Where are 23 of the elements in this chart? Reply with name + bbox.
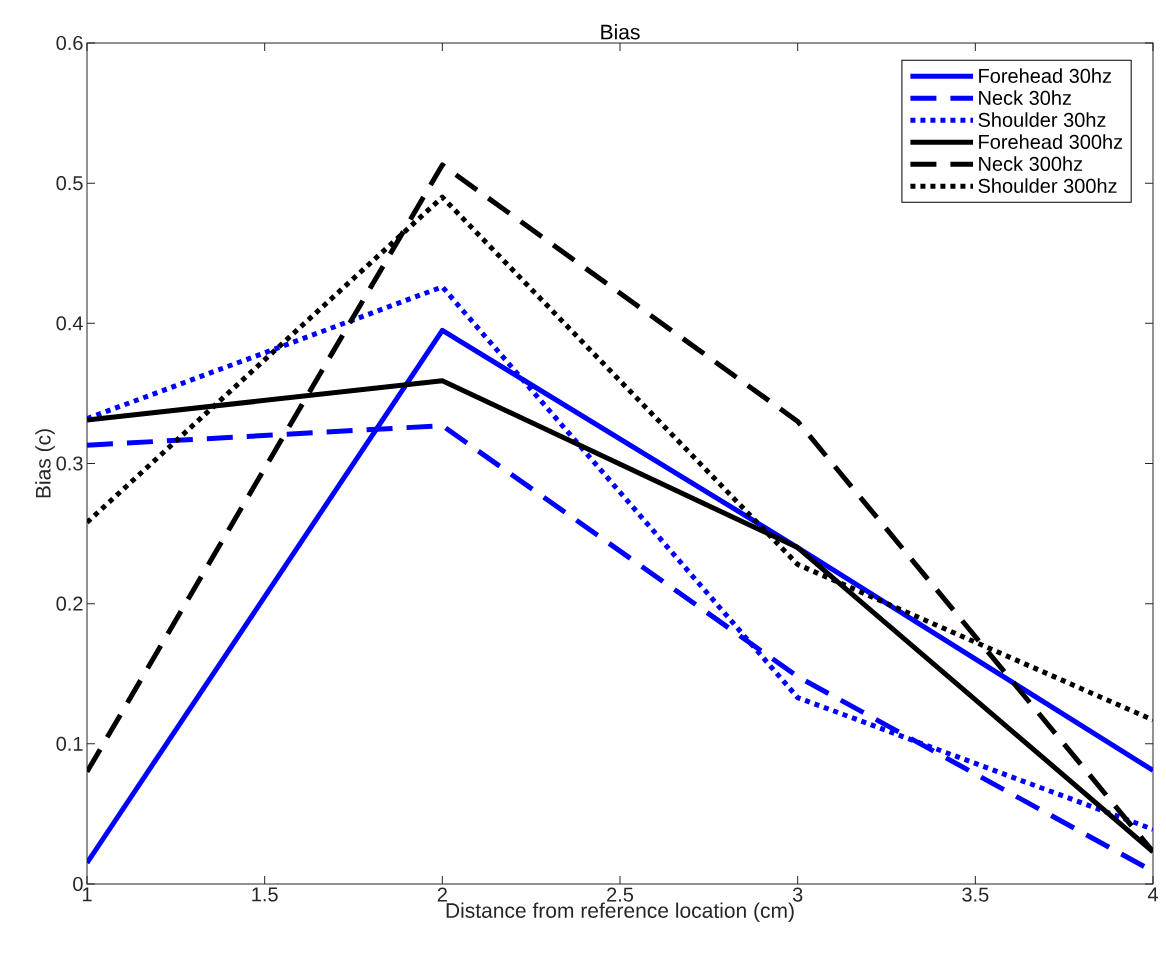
y-tick-label: 0.6 bbox=[56, 35, 83, 51]
legend-label: Forehead 30hz bbox=[979, 68, 1112, 83]
legend-label: Shoulder 300hz bbox=[978, 178, 1117, 193]
y-tick-label: 0.3 bbox=[56, 456, 83, 471]
y-tick-label: 0.4 bbox=[56, 316, 83, 331]
x-tick-label: 4 bbox=[1147, 887, 1158, 902]
y-tick-label: 0.2 bbox=[56, 596, 83, 611]
legend-label: Neck 30hz bbox=[979, 90, 1071, 105]
chart-title: Bias bbox=[601, 24, 640, 40]
x-tick-label: 3.5 bbox=[962, 887, 989, 902]
x-tick-label: 2 bbox=[437, 887, 447, 902]
x-tick-label: 1.5 bbox=[252, 887, 278, 902]
legend-label: Forehead 300hz bbox=[979, 134, 1123, 149]
x-axis-title: Distance from reference location (cm) bbox=[446, 902, 794, 923]
x-tick-label: 3 bbox=[792, 887, 803, 902]
y-axis-title: Bias (c) bbox=[35, 429, 55, 498]
y-tick-label: 0.5 bbox=[56, 176, 83, 191]
x-tick-label: 1 bbox=[82, 887, 92, 902]
legend-label: Shoulder 30hz bbox=[978, 112, 1106, 127]
y-tick-label: 0.1 bbox=[56, 736, 83, 751]
x-tick-label: 2.5 bbox=[607, 887, 634, 902]
legend-label: Neck 300hz bbox=[979, 156, 1083, 171]
y-tick-label: 0 bbox=[73, 876, 83, 892]
